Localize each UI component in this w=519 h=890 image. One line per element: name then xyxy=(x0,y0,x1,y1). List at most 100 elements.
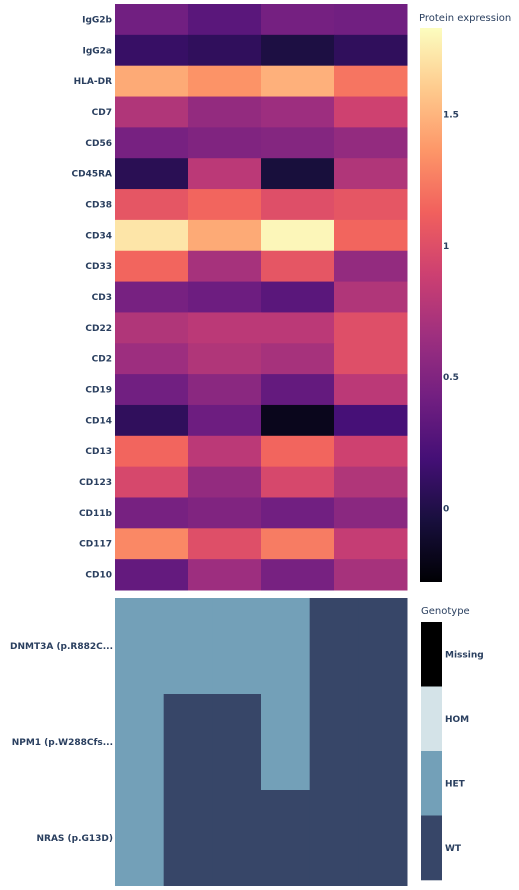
heatmap-cell xyxy=(261,34,335,67)
row-label: IgG2a xyxy=(82,46,112,56)
row-label: CD3 xyxy=(92,293,112,303)
heatmap-cell xyxy=(115,4,189,36)
heatmap-cell xyxy=(261,435,335,468)
row-label: CD56 xyxy=(85,139,112,149)
heatmap-cell xyxy=(115,127,189,159)
genotype-row-label: DNMT3A (p.R882C... xyxy=(10,642,113,652)
row-label: CD123 xyxy=(79,478,112,488)
heatmap-cell xyxy=(334,435,408,468)
heatmap-cell xyxy=(115,281,189,313)
heatmap-cell xyxy=(334,497,408,529)
row-label: CD38 xyxy=(85,200,112,210)
row-label: HLA-DR xyxy=(74,77,112,87)
heatmap-cell xyxy=(261,528,335,560)
genotype-legend-items: Missing HOM HET WT xyxy=(421,622,484,881)
heatmap-cell xyxy=(334,158,408,190)
heatmap-cell xyxy=(334,312,408,344)
heatmap-cell xyxy=(115,96,189,128)
colorbar-tick-label: 0.5 xyxy=(443,373,459,383)
heatmap-cell xyxy=(115,343,189,375)
genotype-legend-swatch xyxy=(421,815,442,881)
heatmap-cell xyxy=(261,281,335,313)
heatmap-cell xyxy=(115,374,189,406)
row-label: IgG2b xyxy=(82,15,112,25)
heatmap-cell xyxy=(334,219,408,252)
genotype-cell xyxy=(309,790,359,887)
heatmap-cell xyxy=(188,219,262,252)
heatmap-cell xyxy=(334,466,408,498)
genotype-cell xyxy=(163,694,213,791)
genotype-cell xyxy=(115,790,165,887)
genotype-cell xyxy=(115,598,165,695)
heatmap-cell xyxy=(188,404,262,437)
heatmap-cell xyxy=(261,312,335,344)
row-label: CD22 xyxy=(85,324,112,334)
row-label: CD10 xyxy=(85,571,112,581)
heatmap-cell xyxy=(334,559,408,591)
genotype-cell xyxy=(212,598,262,695)
row-label: CD19 xyxy=(85,386,112,396)
heatmap-cell xyxy=(334,404,408,437)
heatmap-cell xyxy=(334,250,408,283)
heatmap-cell xyxy=(261,158,335,190)
heatmap-cell xyxy=(334,127,408,159)
protein-colorbar: Protein expression 0 0.5 1 1.5 xyxy=(419,13,511,582)
heatmap-cell xyxy=(188,528,262,560)
heatmap-cell xyxy=(115,65,189,98)
heatmap-cell xyxy=(188,281,262,313)
genotype-cell xyxy=(261,790,311,887)
heatmap-cell xyxy=(261,96,335,128)
heatmap-cell xyxy=(261,219,335,252)
row-label: CD34 xyxy=(85,231,112,241)
genotype-cell xyxy=(358,790,408,887)
row-label: CD11b xyxy=(79,509,113,519)
genotype-heatmap xyxy=(115,598,408,887)
genotype-cell xyxy=(115,694,165,791)
genotype-legend-title: Genotype xyxy=(421,606,470,617)
colorbar-tick-label: 1 xyxy=(443,242,449,252)
row-label: CD14 xyxy=(85,416,112,426)
genotype-legend: Genotype Missing HOM HET WT xyxy=(421,606,484,881)
genotype-legend-label: HOM xyxy=(445,715,469,725)
genotype-cell xyxy=(358,694,408,791)
genotype-row-labels: DNMT3A (p.R882C... NPM1 (p.W288Cfs... NRAS… xyxy=(10,642,113,844)
genotype-row-label: NPM1 (p.W288Cfs... xyxy=(12,738,113,748)
heatmap-cell xyxy=(188,189,262,221)
heatmap-cell xyxy=(115,158,189,190)
heatmap-cell xyxy=(261,404,335,437)
heatmap-cell xyxy=(261,559,335,591)
heatmap-cell xyxy=(188,96,262,128)
heatmap-cell xyxy=(188,466,262,498)
genotype-legend-swatch xyxy=(421,751,442,816)
heatmap-cell xyxy=(188,4,262,36)
heatmap-cell xyxy=(188,34,262,67)
heatmap-cell xyxy=(115,528,189,560)
genotype-cell xyxy=(309,598,359,695)
genotype-cell xyxy=(212,694,262,791)
heatmap-cell xyxy=(188,65,262,98)
genotype-cell xyxy=(212,790,262,887)
heatmap-cell xyxy=(188,343,262,375)
heatmap-cell xyxy=(334,96,408,128)
heatmap-cell xyxy=(188,312,262,344)
heatmap-cell xyxy=(334,4,408,36)
genotype-legend-label: HET xyxy=(445,779,466,789)
heatmap-cell xyxy=(334,528,408,560)
heatmap-cell xyxy=(188,374,262,406)
genotype-row-label: NRAS (p.G13D) xyxy=(36,834,113,844)
colorbar-title: Protein expression xyxy=(419,13,511,24)
heatmap-cell xyxy=(115,466,189,498)
heatmap-cell xyxy=(115,497,189,529)
heatmap-cell xyxy=(261,127,335,159)
heatmap-cell xyxy=(188,497,262,529)
genotype-legend-swatch xyxy=(421,622,442,687)
heatmap-cell xyxy=(261,65,335,98)
heatmap-cell xyxy=(115,435,189,468)
colorbar-ticks: 0 0.5 1 1.5 xyxy=(443,111,459,515)
heatmap-cell xyxy=(261,189,335,221)
heatmap-cell xyxy=(334,65,408,98)
row-label: CD13 xyxy=(85,447,112,457)
heatmap-cell xyxy=(115,219,189,252)
